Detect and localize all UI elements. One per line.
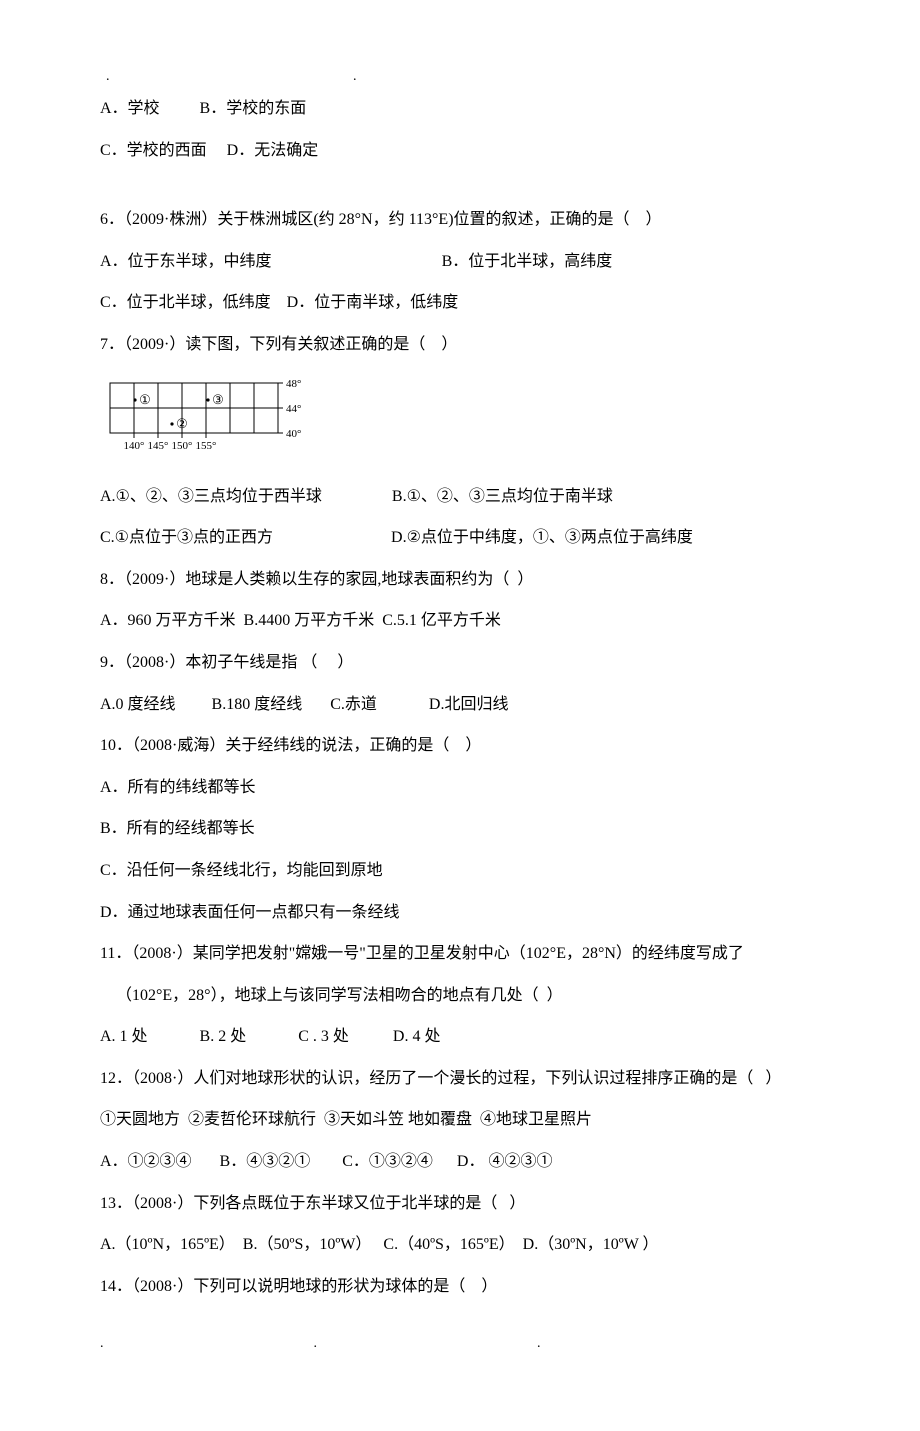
svg-text:150°: 150° (172, 440, 193, 452)
q6-optA: A．位于东半球，中纬度 (100, 253, 272, 270)
q7-optC: C.①点位于③点的正西方 (100, 529, 273, 546)
svg-text:48°: 48° (286, 378, 301, 390)
q8-opts: A．960 万平方千米 B.4400 万平方千米 C.5.1 亿平方千米 (100, 600, 820, 642)
svg-text:44°: 44° (286, 403, 301, 415)
q6-optB: B．位于北半球，高纬度 (442, 253, 613, 270)
q12-items: ①天圆地方 ②麦哲伦环球航行 ③天如斗笠 地如覆盘 ④地球卫星照片 (100, 1099, 820, 1141)
svg-text:140°: 140° (124, 440, 145, 452)
q9-stem: 9．（2008·）本初子午线是指 （ ） (100, 642, 820, 684)
q6-optCD: C．位于北半球，低纬度 D．位于南半球，低纬度 (100, 282, 820, 324)
svg-text:②: ② (176, 416, 188, 431)
q9-opts: A.0 度经线 B.180 度经线 C.赤道 D.北回归线 (100, 684, 820, 726)
lat-lon-grid-diagram: 48° 44° 40° 140°145°150°155° ① ③ ② (100, 378, 310, 466)
svg-text:155°: 155° (196, 440, 217, 452)
svg-text:①: ① (139, 392, 151, 407)
svg-text:③: ③ (212, 392, 224, 407)
page-header-dots: . . (100, 70, 820, 84)
q12-opts: A．①②③④ B．④③②① C．①③②④ D． ④②③① (100, 1141, 820, 1183)
svg-text:145°: 145° (148, 440, 169, 452)
opt-line: A．学校 B．学校的东面 (100, 88, 820, 130)
opt-line: C．学校的西面 D．无法确定 (100, 130, 820, 172)
page-footer-dots: ... (100, 1337, 820, 1351)
spacer (100, 171, 820, 199)
q7-optA: A.①、②、③三点均位于西半球 (100, 488, 322, 505)
q11-stem-line2: （102°E，28°），地球上与该同学写法相吻合的地点有几处（ ） (100, 975, 820, 1017)
q11-opts: A. 1 处 B. 2 处 C . 3 处 D. 4 处 (100, 1016, 820, 1058)
q13-opts: A.（10ºN，165ºE） B.（50ºS，10ºW） C.（40ºS，165… (100, 1224, 820, 1266)
q13-stem: 13．（2008·）下列各点既位于东半球又位于北半球的是（ ） (100, 1183, 820, 1225)
q12-stem: 12．（2008·）人们对地球形状的认识，经历了一个漫长的过程，下列认识过程排序… (100, 1058, 820, 1100)
q6-opts-row: A．位于东半球，中纬度 B．位于北半球，高纬度 (100, 241, 820, 283)
q10-stem: 10．（2008·威海）关于经纬线的说法，正确的是（ ） (100, 725, 820, 767)
q10-optC: C．沿任何一条经线北行，均能回到原地 (100, 850, 820, 892)
q10-optB: B．所有的经线都等长 (100, 808, 820, 850)
q7-opts-row1: A.①、②、③三点均位于西半球 B.①、②、③三点均位于南半球 (100, 476, 820, 518)
q7-stem: 7．（2009·）读下图，下列有关叙述正确的是（ ） (100, 324, 820, 366)
q11-stem-line1: 11．（2008·）某同学把发射"嫦娥一号"卫星的卫星发射中心（102°E，28… (100, 933, 820, 975)
q6-stem: 6．（2009·株洲）关于株洲城区(约 28°N，约 113°E)位置的叙述，正… (100, 199, 820, 241)
q7-opts-row2: C.①点位于③点的正西方 D.②点位于中纬度，①、③两点位于高纬度 (100, 517, 820, 559)
q7-optD: D.②点位于中纬度，①、③两点位于高纬度 (391, 529, 693, 546)
q14-stem: 14．（2008·）下列可以说明地球的形状为球体的是（ ） (100, 1266, 820, 1308)
q7-diagram: 48° 44° 40° 140°145°150°155° ① ③ ② (100, 378, 820, 466)
q10-optD: D．通过地球表面任何一点都只有一条经线 (100, 892, 820, 934)
svg-text:40°: 40° (286, 428, 301, 440)
q8-stem: 8．（2009·）地球是人类赖以生存的家园,地球表面积约为（ ） (100, 559, 820, 601)
q10-optA: A．所有的纬线都等长 (100, 767, 820, 809)
q7-optB: B.①、②、③三点均位于南半球 (392, 488, 613, 505)
